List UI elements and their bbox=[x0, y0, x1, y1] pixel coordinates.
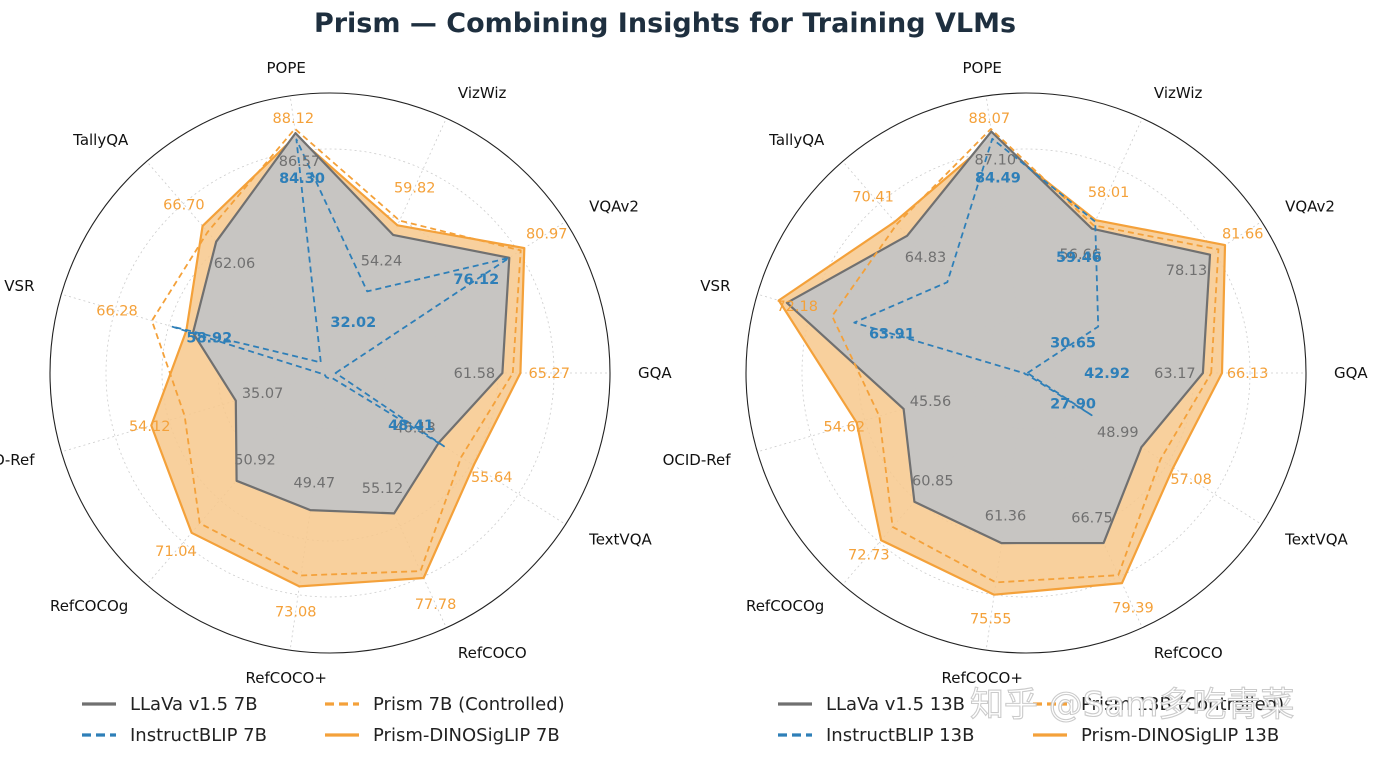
value-label: 81.66 bbox=[1222, 227, 1264, 243]
legend-label: LLaVa v1.5 13B bbox=[826, 694, 965, 715]
legend-7b: LLaVa v1.5 7B Prism 7B (Controlled) Instru… bbox=[82, 694, 565, 746]
value-label: 70.41 bbox=[852, 190, 894, 206]
value-label: 78.13 bbox=[1166, 263, 1208, 279]
value-label: 77.78 bbox=[415, 597, 457, 613]
value-label: 73.08 bbox=[275, 605, 317, 621]
axis-label-pope: POPE bbox=[963, 59, 1002, 77]
value-label: 66.75 bbox=[1071, 511, 1113, 527]
legend-label: Prism 13B (Controlled) bbox=[1081, 694, 1284, 715]
axis-label-ocid-ref: OCID-Ref bbox=[0, 451, 35, 469]
value-label: 50.92 bbox=[234, 453, 276, 469]
value-label: 46.13 bbox=[394, 421, 436, 437]
axis-label-tallyqa: TallyQA bbox=[768, 131, 825, 149]
value-label: 60.85 bbox=[912, 474, 954, 490]
value-label: 86.57 bbox=[279, 154, 321, 170]
value-label: 71.04 bbox=[155, 544, 197, 560]
axis-label-refcocog: RefCOCOg bbox=[50, 597, 128, 615]
legend-label: InstructBLIP 13B bbox=[826, 725, 974, 746]
series-llava-v1-5-13b bbox=[785, 130, 1212, 545]
value-label: 84.30 bbox=[279, 171, 325, 187]
value-label: 54.24 bbox=[361, 253, 403, 269]
value-label: 62.06 bbox=[214, 256, 256, 272]
value-label: 55.12 bbox=[362, 481, 404, 497]
axis-label-refcoco: RefCOCO bbox=[458, 644, 527, 662]
radar-chart-13b: GQA VQAv2 VizWiz POPE TallyQA VSR OCID-Ref RefC… bbox=[663, 59, 1369, 687]
radar-chart-7b: GQA VQAv2 VizWiz POPE TallyQA VSR OCID-Ref RefC… bbox=[0, 59, 672, 687]
value-label: 72.18 bbox=[776, 299, 818, 315]
value-label: 48.41 bbox=[388, 418, 434, 434]
legend-13b: LLaVa v1.5 13B Prism 13B (Controlled) Inst… bbox=[778, 694, 1284, 746]
value-label: 63.91 bbox=[869, 327, 915, 343]
value-label: 84.49 bbox=[975, 171, 1021, 187]
value-label: 88.07 bbox=[969, 111, 1011, 127]
value-label: 59.82 bbox=[394, 181, 436, 197]
axis-label-vsr: VSR bbox=[4, 277, 34, 295]
legend-label: LLaVa v1.5 7B bbox=[130, 694, 258, 715]
value-label: 32.02 bbox=[330, 315, 376, 331]
value-label: 59.46 bbox=[1056, 250, 1102, 266]
value-label: 61.58 bbox=[454, 366, 496, 382]
legend-label: Prism 7B (Controlled) bbox=[373, 694, 565, 715]
axis-label-refcoco-: RefCOCO+ bbox=[942, 669, 1023, 687]
value-label: 55.64 bbox=[471, 470, 513, 486]
value-label: 66.28 bbox=[96, 304, 138, 320]
axis-label-vqav2: VQAv2 bbox=[589, 198, 639, 216]
value-label: 64.83 bbox=[905, 250, 947, 266]
outer-circle bbox=[49, 92, 611, 654]
legend-label: Prism-DINOSigLIP 13B bbox=[1081, 725, 1279, 746]
value-label: 49.47 bbox=[294, 475, 336, 491]
value-label: 87.10 bbox=[975, 152, 1017, 168]
value-label: 63.17 bbox=[1154, 366, 1196, 382]
axis-label-tallyqa: TallyQA bbox=[72, 131, 129, 149]
axis-label-refcocog: RefCOCOg bbox=[746, 597, 824, 615]
value-label: 58.92 bbox=[186, 331, 232, 347]
axis-label-refcoco-: RefCOCO+ bbox=[246, 669, 327, 687]
series-prism-13b-controlled- bbox=[831, 127, 1220, 584]
series-llava-v1-5-7b bbox=[191, 132, 511, 515]
value-label: 45.56 bbox=[910, 394, 952, 410]
value-label: 58.01 bbox=[1088, 185, 1130, 201]
axis-label-pope: POPE bbox=[267, 59, 306, 77]
value-label: 27.90 bbox=[1050, 396, 1096, 412]
watermark-text: 知乎 @Sam多吃青菜 bbox=[970, 685, 1294, 725]
grid-circle bbox=[801, 148, 1251, 598]
axis-label-vizwiz: VizWiz bbox=[458, 84, 507, 102]
value-label: 72.73 bbox=[848, 547, 890, 563]
value-label: 54.62 bbox=[824, 419, 866, 435]
axis-label-vizwiz: VizWiz bbox=[1154, 84, 1203, 102]
value-label: 54.12 bbox=[129, 419, 171, 435]
legend-label: InstructBLIP 7B bbox=[130, 725, 267, 746]
axis-label-gqa: GQA bbox=[638, 364, 672, 382]
legend-label: Prism-DINOSigLIP 7B bbox=[373, 725, 560, 746]
value-label: 79.39 bbox=[1112, 600, 1154, 616]
axis-label-vsr: VSR bbox=[700, 277, 730, 295]
grid-circle bbox=[105, 148, 555, 598]
axis-label-textvqa: TextVQA bbox=[1284, 531, 1348, 549]
value-label: 75.55 bbox=[970, 611, 1012, 627]
value-label: 57.08 bbox=[1170, 472, 1212, 488]
series-instructblip-13b bbox=[853, 137, 1100, 417]
value-label: 48.99 bbox=[1097, 425, 1139, 441]
series-instructblip-7b bbox=[170, 138, 511, 448]
value-label: 66.70 bbox=[163, 197, 205, 213]
axis-label-textvqa: TextVQA bbox=[588, 531, 652, 549]
value-label: 35.07 bbox=[242, 386, 284, 402]
value-label: 61.36 bbox=[985, 508, 1027, 524]
value-label: 65.27 bbox=[528, 366, 570, 382]
value-label: 30.65 bbox=[1050, 336, 1096, 352]
page-title: Prism — Combining Insights for Training … bbox=[313, 8, 1017, 39]
axis-label-refcoco: RefCOCO bbox=[1154, 644, 1223, 662]
outer-circle bbox=[745, 92, 1307, 654]
axis-label-gqa: GQA bbox=[1334, 364, 1368, 382]
axis-label-ocid-ref: OCID-Ref bbox=[663, 451, 732, 469]
value-label: 66.13 bbox=[1227, 366, 1269, 382]
value-label: 88.12 bbox=[273, 111, 315, 127]
axis-label-vqav2: VQAv2 bbox=[1285, 198, 1335, 216]
value-label: 42.92 bbox=[1084, 366, 1130, 382]
value-label: 80.97 bbox=[526, 227, 568, 243]
value-label: 76.12 bbox=[453, 272, 499, 288]
value-label: 56.66 bbox=[1060, 247, 1102, 263]
